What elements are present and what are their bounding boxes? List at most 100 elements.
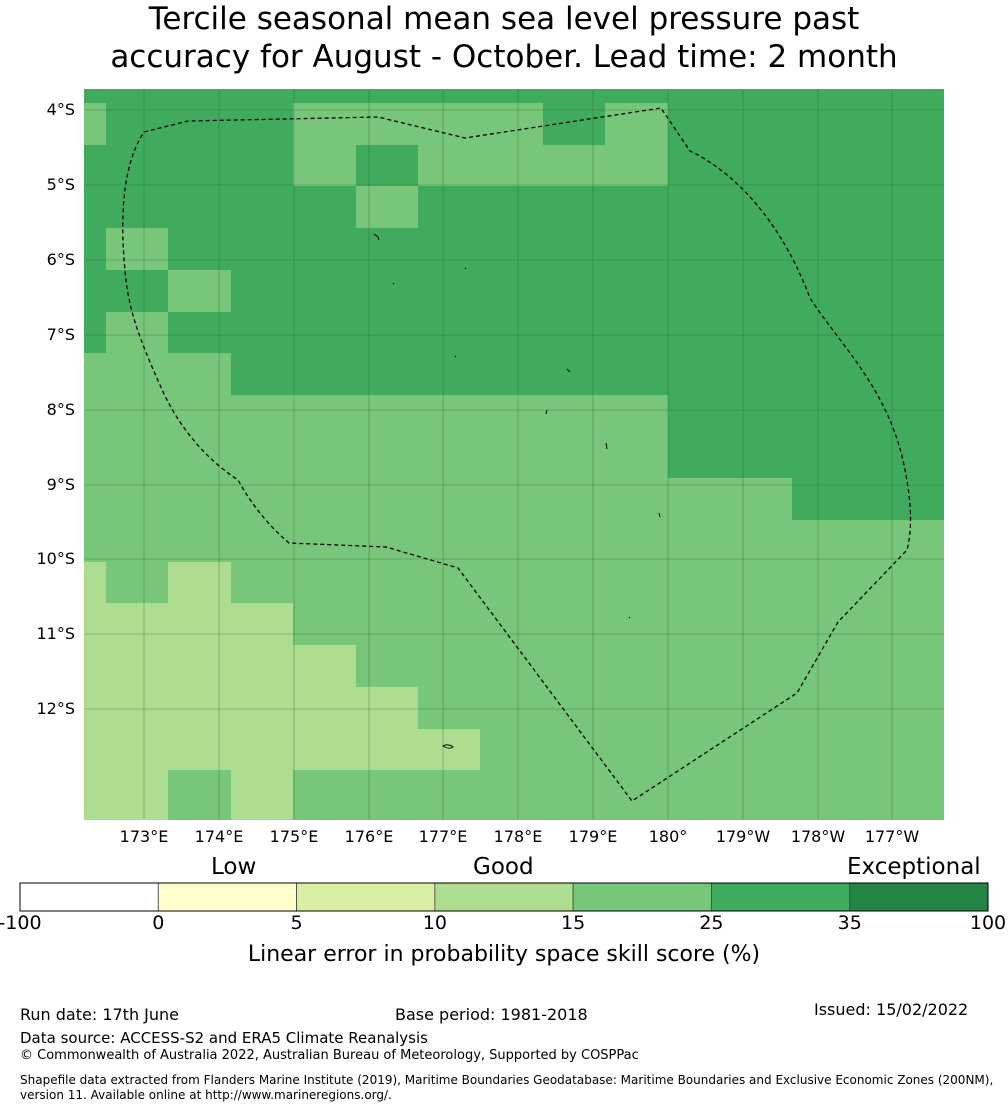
- skill-cell: [418, 353, 480, 395]
- skill-cell: [730, 270, 792, 312]
- longitude-label: 180°: [648, 827, 688, 846]
- skill-cell: [293, 103, 356, 145]
- colorbar-tick-label: 10: [422, 912, 447, 934]
- skill-cell: [792, 353, 855, 395]
- skill-cell: [668, 562, 730, 603]
- skill-cell: [293, 228, 356, 270]
- skill-cell: [418, 395, 480, 437]
- skill-cell: [418, 186, 480, 228]
- skill-cell: [668, 89, 730, 103]
- skill-cell: [168, 687, 231, 729]
- skill-cell: [480, 228, 543, 270]
- skill-cell: [668, 729, 730, 770]
- colorbar-outline: [19, 882, 989, 912]
- skill-cell: [792, 270, 855, 312]
- category-low: Low: [211, 854, 257, 880]
- skill-cell: [543, 603, 605, 645]
- skill-cell: [605, 312, 668, 353]
- copyright: © Commonwealth of Australia 2022, Austra…: [20, 1048, 639, 1063]
- skill-cell: [792, 729, 855, 770]
- skill-cell: [668, 353, 730, 395]
- island: [628, 616, 631, 619]
- island: [454, 355, 457, 358]
- skill-cell: [730, 186, 792, 228]
- skill-cell: [231, 395, 293, 437]
- colorbar-segment: [296, 882, 436, 912]
- skill-cell: [855, 312, 944, 353]
- skill-cell: [668, 603, 730, 645]
- colorbar-segment: [572, 882, 712, 912]
- island: [566, 368, 571, 373]
- skill-cell: [605, 145, 668, 186]
- skill-cell: [480, 770, 543, 820]
- skill-cell: [293, 145, 356, 186]
- skill-cell: [605, 395, 668, 437]
- skill-cell: [480, 437, 543, 478]
- skill-cell: [543, 687, 605, 729]
- skill-cell: [293, 437, 356, 478]
- skill-cell: [543, 478, 605, 520]
- latitude-label: 8°S: [46, 400, 75, 419]
- skill-cell: [792, 478, 855, 520]
- skill-cell: [792, 437, 855, 478]
- skill-cell: [855, 729, 944, 770]
- latitude-label: 6°S: [46, 250, 75, 269]
- skill-cell: [84, 478, 106, 520]
- skill-cell: [231, 145, 293, 186]
- issued-date: Issued: 15/02/2022: [814, 1000, 969, 1019]
- skill-cell: [168, 353, 231, 395]
- skill-cell: [231, 186, 293, 228]
- skill-cell: [418, 228, 480, 270]
- skill-cell: [418, 312, 480, 353]
- skill-cell: [356, 770, 418, 820]
- skill-cell: [418, 103, 480, 145]
- skill-cell: [418, 687, 480, 729]
- skill-cell: [418, 437, 480, 478]
- skill-cell: [792, 645, 855, 687]
- skill-cell: [293, 353, 356, 395]
- skill-cell: [231, 312, 293, 353]
- skill-cell: [480, 520, 543, 562]
- skill-cell: [106, 312, 168, 353]
- longitude-label: 177°W: [864, 827, 920, 846]
- skill-cell: [480, 353, 543, 395]
- skill-cell: [730, 520, 792, 562]
- skill-cell: [84, 395, 106, 437]
- island: [464, 267, 467, 270]
- colorbar-tick-label: -100: [0, 912, 42, 934]
- skill-cell: [605, 103, 668, 145]
- skill-cell: [855, 603, 944, 645]
- skill-cell: [356, 520, 418, 562]
- skill-cell: [231, 353, 293, 395]
- skill-cell: [855, 770, 944, 820]
- skill-cell: [168, 562, 231, 603]
- colorbar-tick-label: 0: [152, 912, 165, 934]
- skill-cell: [356, 729, 418, 770]
- latitude-label: 5°S: [46, 175, 75, 194]
- skill-cell: [730, 89, 792, 103]
- longitude-label: 178°W: [790, 827, 846, 846]
- skill-cell: [418, 645, 480, 687]
- skill-cell: [293, 270, 356, 312]
- colorbar-segment: [711, 882, 851, 912]
- shapefile-credit: Shapefile data extracted from Flanders M…: [20, 1073, 994, 1102]
- skill-cell: [543, 186, 605, 228]
- skill-cell: [231, 562, 293, 603]
- colorbar-tick-label: 15: [561, 912, 586, 934]
- skill-cell: [168, 312, 231, 353]
- skill-cell: [605, 478, 668, 520]
- skill-cell: [480, 312, 543, 353]
- skill-cell: [293, 729, 356, 770]
- latitude-label: 10°S: [36, 549, 75, 568]
- skill-cell: [855, 186, 944, 228]
- colorbar-tick-label: 100: [969, 912, 1007, 934]
- skill-cell: [543, 562, 605, 603]
- skill-cell: [231, 437, 293, 478]
- skill-cell: [293, 186, 356, 228]
- skill-cell: [730, 437, 792, 478]
- skill-cell: [84, 603, 106, 645]
- colorbar-segment: [157, 882, 297, 912]
- base-period: Base period: 1981-2018: [395, 1005, 588, 1024]
- skill-cell: [855, 145, 944, 186]
